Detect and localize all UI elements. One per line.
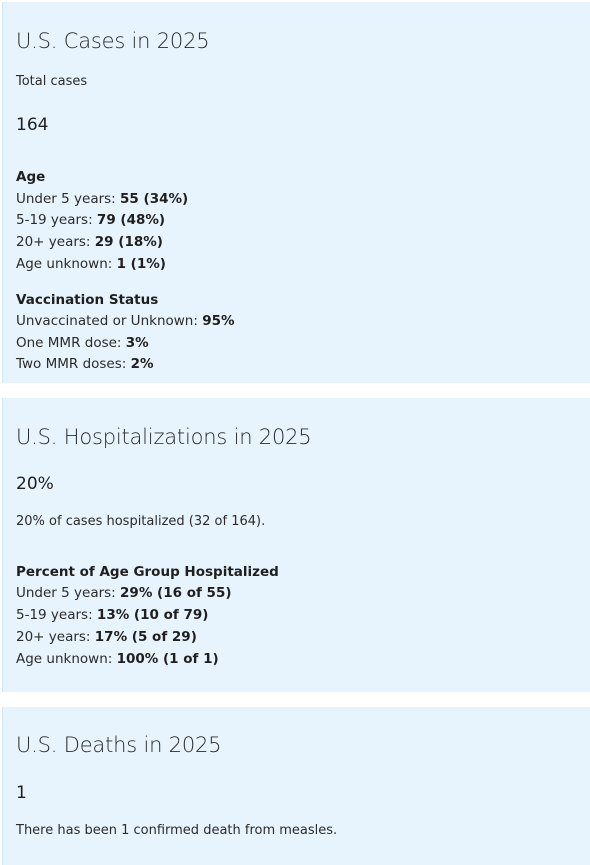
age-group-heading: Percent of Age Group Hospitalized <box>16 564 279 580</box>
vaccination-heading: Vaccination Status <box>16 292 159 308</box>
hospitalizations-title: U.S. Hospitalizations in 2025 <box>16 425 312 449</box>
cases-title: U.S. Cases in 2025 <box>16 29 210 53</box>
total-cases-label: Total cases <box>16 74 88 89</box>
hospitalization-description: 20% of cases hospitalized (32 of 164). <box>16 514 266 529</box>
age-row: 20+ years: 29 (18%) <box>16 234 163 250</box>
deaths-title: U.S. Deaths in 2025 <box>16 733 222 757</box>
total-cases-value: 164 <box>16 115 49 135</box>
age-group-row: 5-19 years: 13% (10 of 79) <box>16 607 209 623</box>
vaccination-row: Unvaccinated or Unknown: 95% <box>16 313 235 329</box>
age-row: Age unknown: 1 (1%) <box>16 256 166 272</box>
vaccination-row: One MMR dose: 3% <box>16 335 149 351</box>
age-group-row: Age unknown: 100% (1 of 1) <box>16 651 219 667</box>
age-row: Under 5 years: 55 (34%) <box>16 191 189 207</box>
cases-card: U.S. Cases in 2025 Total cases 164 Age U… <box>2 2 590 383</box>
deaths-count: 1 <box>16 783 27 803</box>
deaths-card: U.S. Deaths in 2025 1 There has been 1 c… <box>2 707 590 865</box>
age-group-row: 20+ years: 17% (5 of 29) <box>16 629 197 645</box>
age-row: 5-19 years: 79 (48%) <box>16 212 166 228</box>
vaccination-row: Two MMR doses: 2% <box>16 356 154 372</box>
age-group-row: Under 5 years: 29% (16 of 55) <box>16 585 232 601</box>
hospitalization-percent: 20% <box>16 474 54 494</box>
deaths-description: There has been 1 confirmed death from me… <box>16 823 338 838</box>
age-heading: Age <box>16 169 46 185</box>
hospitalizations-card: U.S. Hospitalizations in 2025 20% 20% of… <box>2 398 590 692</box>
